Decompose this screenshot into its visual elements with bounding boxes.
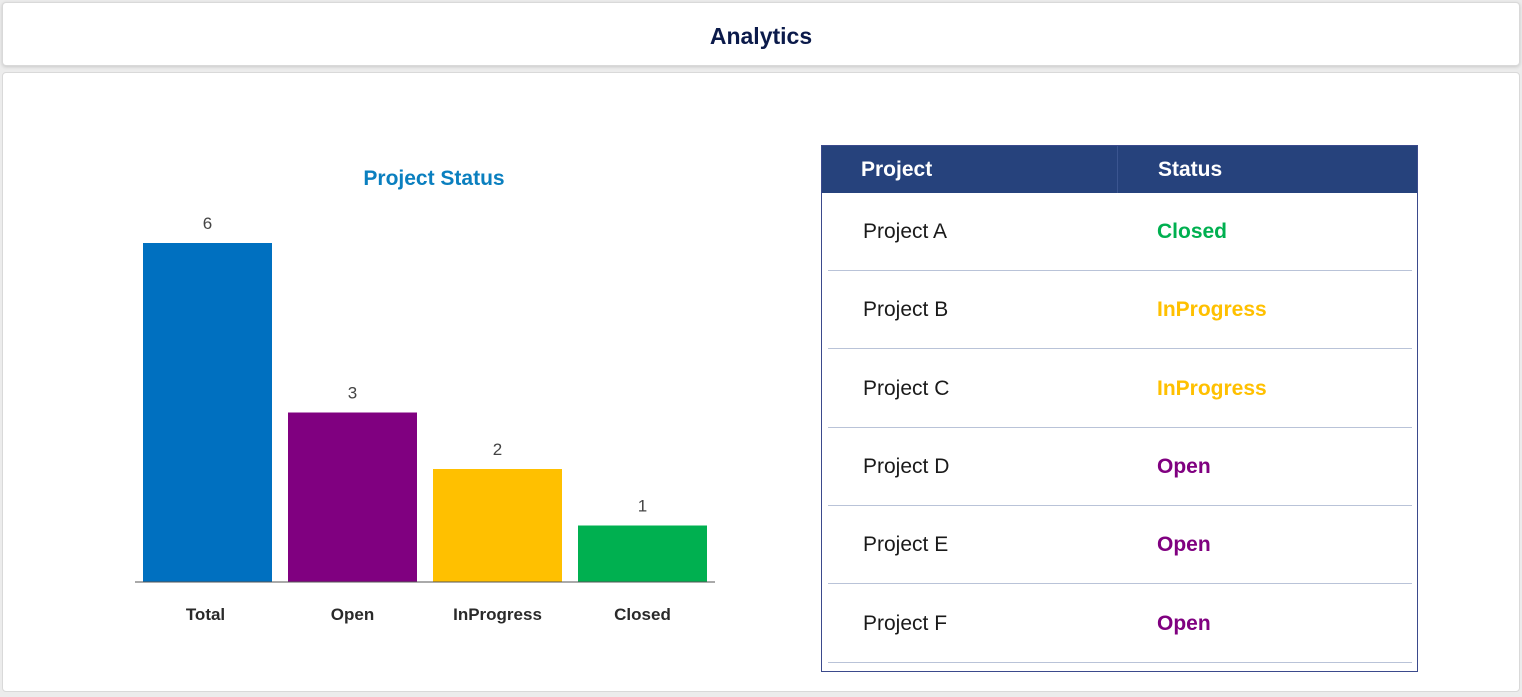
table-row[interactable]: Project C InProgress [828, 350, 1412, 428]
project-name-cell: Project E [863, 533, 949, 557]
status-cell: Open [1157, 533, 1211, 557]
table-row[interactable]: Project D Open [828, 428, 1412, 506]
analytics-panel: Project Status 6 Total 3 Open 2 InProgress 1 Cl… [2, 72, 1520, 692]
app-header: Analytics [2, 2, 1520, 66]
table-header: Project Status [822, 146, 1417, 193]
table-row[interactable]: Project B InProgress [828, 271, 1412, 350]
table-row[interactable]: Project E Open [828, 506, 1412, 585]
bar-inprogress[interactable] [433, 469, 562, 582]
data-label: 3 [348, 384, 357, 403]
chart-title: Project Status [363, 167, 504, 190]
project-name-cell: Project A [863, 220, 948, 243]
x-tick-label: Total [186, 605, 225, 624]
project-status-table: Project Status Project A Closed Project B I… [821, 145, 1418, 672]
status-cell: InProgress [1157, 298, 1267, 322]
data-label: 6 [203, 214, 212, 233]
table-row[interactable]: Project F Open [828, 585, 1412, 663]
project-status-chart: Project Status 6 Total 3 Open 2 InProgress 1 Cl… [135, 167, 715, 624]
header-divider [1117, 146, 1118, 193]
status-cell: InProgress [1157, 376, 1267, 400]
page-title: Analytics [709, 23, 813, 49]
project-name-cell: Project C [863, 376, 950, 400]
project-name-cell: Project D [863, 454, 950, 478]
status-cell: Open [1157, 611, 1211, 635]
data-label: 1 [638, 497, 647, 516]
status-cell: Closed [1157, 220, 1228, 243]
data-label: 2 [493, 440, 502, 459]
project-name-cell: Project B [863, 298, 949, 322]
table-row[interactable]: Project A Closed [828, 193, 1412, 271]
status-cell: Open [1157, 454, 1211, 478]
x-tick-label: Open [331, 605, 374, 624]
x-tick-label: InProgress [453, 605, 542, 624]
project-name-cell: Project F [863, 611, 948, 635]
column-header-project[interactable]: Project [861, 158, 933, 181]
column-header-status[interactable]: Status [1158, 158, 1223, 181]
bar-open[interactable] [288, 412, 417, 583]
bar-total[interactable] [143, 243, 272, 582]
x-tick-label: Closed [614, 605, 671, 624]
bar-closed[interactable] [578, 525, 707, 583]
